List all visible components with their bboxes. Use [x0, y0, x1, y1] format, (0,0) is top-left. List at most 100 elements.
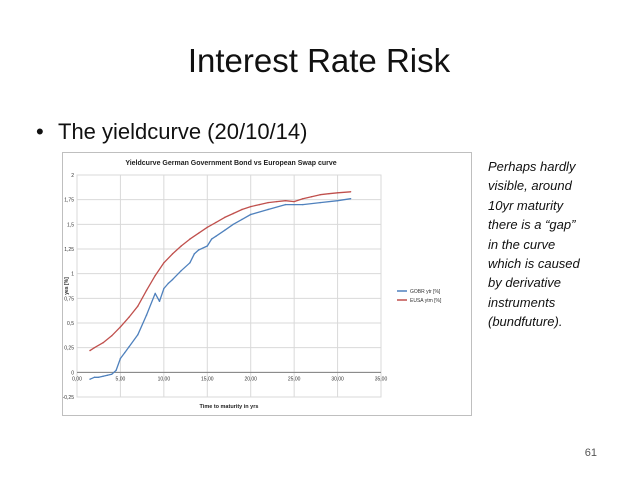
data-point-eusa	[171, 253, 174, 255]
data-point-gobr	[206, 245, 208, 247]
data-point-gobr	[250, 213, 252, 216]
data-point-gobr	[93, 376, 96, 378]
data-point-eusa	[119, 326, 122, 328]
y-tick-label: 0,25	[64, 346, 74, 352]
data-point-gobr	[293, 203, 295, 206]
data-point-gobr	[111, 373, 113, 375]
data-point-gobr	[224, 229, 226, 231]
annotation-note: Perhaps hardly visible, around 10yr matu…	[488, 159, 580, 330]
x-tick-label: 10,00	[158, 376, 171, 382]
y-tick-label: 1	[71, 272, 74, 278]
data-point-gobr	[102, 375, 104, 377]
y-tick-label: -0,25	[63, 395, 74, 401]
data-point-gobr	[124, 351, 126, 354]
data-point-eusa	[93, 347, 96, 349]
x-tick-label: 5,00	[116, 376, 126, 382]
data-point-eusa	[89, 349, 91, 352]
data-point-gobr	[215, 235, 217, 237]
data-point-gobr	[98, 376, 100, 378]
data-point-gobr	[145, 314, 148, 316]
legend-label-gobr: GOBR ytr [%]	[410, 289, 441, 295]
data-point-gobr	[241, 218, 243, 221]
x-axis-title: Time to maturity in yrs	[200, 404, 259, 410]
page-number: 61	[584, 447, 597, 459]
legend-label-eusa: EUSA ytm [%]	[410, 298, 442, 304]
data-point-eusa	[128, 316, 130, 318]
data-point-eusa	[250, 205, 252, 208]
data-point-eusa	[258, 203, 261, 206]
data-point-gobr	[128, 346, 130, 348]
bullet-item: • The yieldcurve (20/10/14)	[36, 119, 307, 145]
data-point-eusa	[224, 216, 226, 219]
data-point-gobr	[232, 223, 234, 225]
x-tick-label: 30,00	[331, 376, 344, 382]
data-point-eusa	[180, 245, 182, 247]
series-line-gobr	[89, 198, 351, 380]
data-point-eusa	[137, 305, 139, 307]
data-point-eusa	[215, 221, 217, 224]
y-tick-label: 0,5	[67, 321, 74, 327]
x-tick-label: 15,00	[201, 376, 214, 382]
data-point-gobr	[319, 201, 321, 204]
slide-title: Interest Rate Risk	[187, 42, 451, 79]
data-point-eusa	[336, 192, 339, 194]
data-point-gobr	[89, 378, 91, 380]
data-point-gobr	[210, 238, 213, 240]
data-point-gobr	[115, 369, 117, 372]
data-point-gobr	[180, 270, 182, 272]
data-point-eusa	[206, 226, 208, 228]
data-point-eusa	[241, 208, 243, 211]
data-point-gobr	[193, 253, 195, 255]
data-point-eusa	[349, 191, 352, 193]
data-point-eusa	[310, 196, 313, 198]
data-point-gobr	[171, 278, 174, 281]
data-point-eusa	[319, 194, 321, 196]
y-tick-label: 1,5	[67, 222, 74, 228]
data-point-gobr	[349, 198, 352, 200]
data-point-eusa	[284, 200, 287, 202]
data-point-eusa	[145, 289, 148, 292]
data-point-eusa	[111, 335, 113, 337]
data-point-eusa	[154, 274, 156, 277]
chart-title: Yieldcurve German Government Bond vs Eur…	[125, 160, 336, 167]
yield-curve-chart: -0,25 0 0,25 0,5 0,75 1 1,25 1,5 1,75 2 0,00 5,00 10…	[62, 152, 472, 416]
y-tick-label: 2	[71, 173, 74, 179]
y-axis-title: yes [%]	[64, 277, 70, 295]
y-tick-label: 1,25	[64, 247, 74, 253]
bullet-text: The yieldcurve (20/10/14)	[58, 119, 308, 144]
y-tick-label: 0	[71, 370, 74, 376]
data-point-gobr	[137, 334, 139, 336]
data-point-gobr	[158, 300, 161, 302]
data-point-gobr	[197, 249, 200, 251]
x-tick-label: 25,00	[288, 376, 301, 382]
data-point-eusa	[232, 212, 234, 215]
x-tick-label: 20,00	[244, 376, 257, 382]
data-point-eusa	[328, 193, 330, 195]
y-tick-label: 0,75	[64, 296, 74, 302]
series-line-eusa	[89, 191, 351, 352]
data-point-eusa	[102, 342, 104, 344]
data-point-gobr	[106, 374, 109, 376]
data-point-eusa	[276, 200, 278, 203]
data-point-gobr	[267, 208, 269, 211]
data-point-gobr	[154, 292, 156, 295]
data-point-gobr	[163, 287, 165, 290]
data-point-gobr	[167, 282, 169, 285]
data-point-gobr	[189, 262, 191, 264]
data-point-eusa	[197, 232, 200, 234]
data-point-eusa	[189, 238, 191, 240]
x-tick-label: 35,00	[375, 376, 388, 382]
data-point-gobr	[284, 203, 287, 206]
data-point-eusa	[293, 200, 295, 203]
data-point-gobr	[336, 200, 339, 202]
data-point-gobr	[119, 357, 122, 360]
plot-area	[76, 174, 382, 398]
data-point-eusa	[163, 262, 165, 264]
data-point-gobr	[302, 203, 304, 206]
y-tick-label: 1,75	[64, 198, 74, 204]
bullet-symbol: •	[36, 119, 44, 144]
data-point-eusa	[267, 201, 269, 204]
data-point-eusa	[302, 198, 304, 200]
x-tick-label: 0,00	[72, 376, 82, 382]
